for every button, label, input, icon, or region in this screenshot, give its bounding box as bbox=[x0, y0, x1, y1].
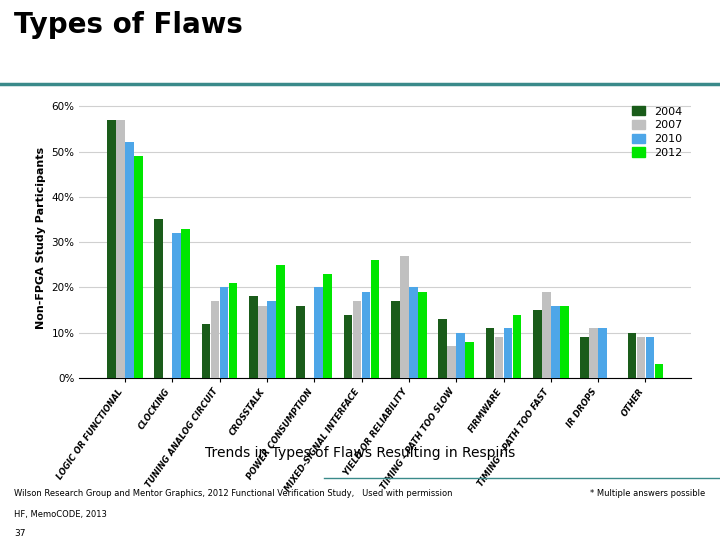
Bar bbox=[551, 306, 559, 378]
Bar bbox=[220, 287, 228, 378]
Bar bbox=[107, 120, 116, 378]
Bar bbox=[371, 260, 379, 378]
Bar bbox=[503, 328, 513, 378]
Bar bbox=[447, 346, 456, 378]
Bar bbox=[580, 338, 589, 378]
Bar bbox=[361, 292, 370, 378]
Bar bbox=[154, 219, 163, 378]
Bar bbox=[589, 328, 598, 378]
Bar bbox=[267, 301, 276, 378]
Bar bbox=[465, 342, 474, 378]
Text: * Multiple answers possible: * Multiple answers possible bbox=[590, 489, 706, 498]
Bar bbox=[125, 143, 134, 378]
Bar bbox=[495, 338, 503, 378]
Bar bbox=[533, 310, 541, 378]
Bar bbox=[409, 287, 418, 378]
Text: Trends in Types of Flaws Resulting in Respins: Trends in Types of Flaws Resulting in Re… bbox=[205, 446, 515, 460]
Bar bbox=[654, 364, 663, 378]
Bar bbox=[258, 306, 267, 378]
Bar bbox=[353, 301, 361, 378]
Bar bbox=[646, 338, 654, 378]
Bar bbox=[116, 120, 125, 378]
Bar bbox=[315, 287, 323, 378]
Bar bbox=[400, 256, 409, 378]
Bar bbox=[438, 319, 447, 378]
Bar bbox=[628, 333, 636, 378]
Bar bbox=[202, 323, 210, 378]
Bar bbox=[542, 292, 551, 378]
Bar bbox=[636, 338, 645, 378]
Bar bbox=[297, 306, 305, 378]
Text: Wilson Research Group and Mentor Graphics, 2012 Functional Verification Study,  : Wilson Research Group and Mentor Graphic… bbox=[14, 489, 453, 498]
Bar bbox=[485, 328, 495, 378]
Text: HF, MemoCODE, 2013: HF, MemoCODE, 2013 bbox=[14, 510, 107, 519]
Text: 37: 37 bbox=[14, 529, 26, 538]
Bar bbox=[343, 315, 353, 378]
Bar bbox=[181, 228, 190, 378]
Text: Types of Flaws: Types of Flaws bbox=[14, 11, 243, 39]
Bar bbox=[229, 283, 238, 378]
Bar bbox=[249, 296, 258, 378]
Bar bbox=[456, 333, 465, 378]
Bar bbox=[134, 156, 143, 378]
Bar bbox=[598, 328, 607, 378]
Bar bbox=[418, 292, 427, 378]
Bar bbox=[391, 301, 400, 378]
Bar bbox=[211, 301, 220, 378]
Bar bbox=[513, 315, 521, 378]
Bar bbox=[560, 306, 569, 378]
Legend: 2004, 2007, 2010, 2012: 2004, 2007, 2010, 2012 bbox=[629, 103, 685, 161]
Bar bbox=[172, 233, 181, 378]
Bar bbox=[276, 265, 285, 378]
Bar bbox=[323, 274, 332, 378]
Y-axis label: Non-FPGA Study Participants: Non-FPGA Study Participants bbox=[36, 146, 46, 329]
